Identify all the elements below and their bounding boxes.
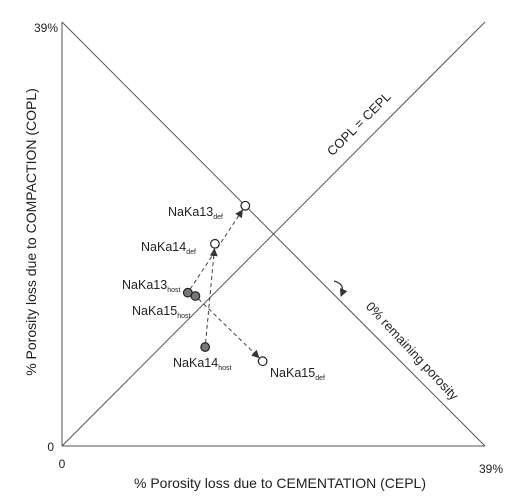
y-tick-label-zero: 0 <box>47 440 54 454</box>
data-point-nk14d <box>210 238 220 249</box>
zero-remaining-porosity-line <box>61 21 486 447</box>
y-tick-label-top: 39% <box>34 21 58 35</box>
label-nakaka13-def: NaKa13def <box>168 205 223 221</box>
label-nakaka15-def: NaKa15def <box>270 366 325 382</box>
arrow-layer <box>189 209 260 359</box>
pointer-arrow-icon <box>333 280 348 297</box>
y-axis-label: % Porosity loss due to COMPACTION (COPL) <box>23 88 39 376</box>
label-nakaka13-host: NaKa13host <box>122 278 180 294</box>
x-tick-label-zero: 0 <box>59 457 66 471</box>
data-point-nk13d <box>240 200 251 211</box>
data-point-nk14h <box>200 342 211 352</box>
arrow-nk15h-to-nk15d <box>198 298 260 359</box>
arrow-nk14h-to-nk14d <box>205 248 218 343</box>
x-axis-label: % Porosity loss due to CEMENTATION (CEPL… <box>134 475 426 491</box>
data-point-nk15h <box>190 291 201 301</box>
arrow-nk13h-to-nk13d <box>189 209 243 290</box>
zero-remaining-porosity-label: 0% remaining porosity <box>363 299 462 404</box>
x-tick-label-right: 39% <box>479 462 503 476</box>
label-nakaka14-def: NaKa14def <box>141 240 196 256</box>
data-point-nk15d <box>257 356 268 367</box>
point-layer <box>182 200 268 367</box>
label-nakaka15-host: NaKa15host <box>132 304 190 320</box>
label-nakaka14-host: NaKa14host <box>173 356 231 372</box>
